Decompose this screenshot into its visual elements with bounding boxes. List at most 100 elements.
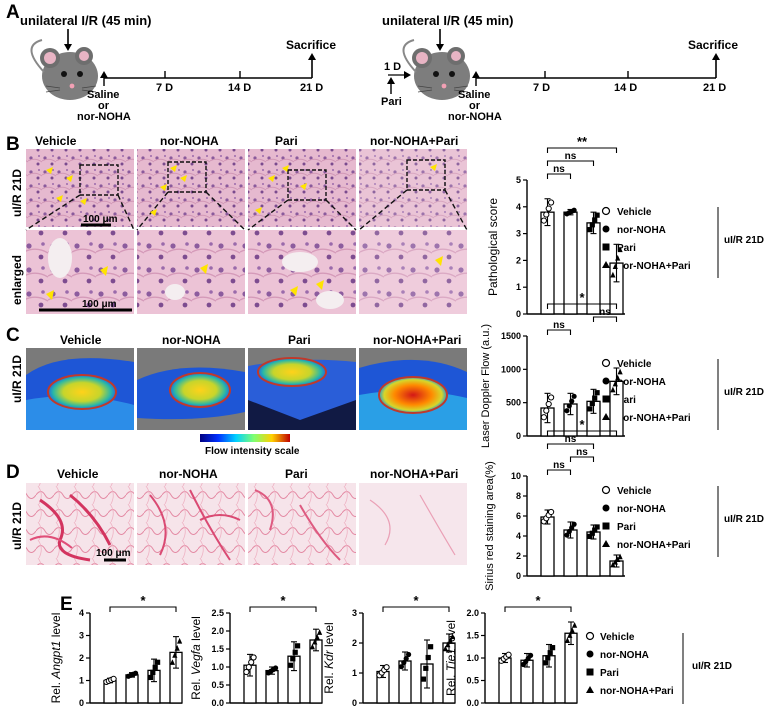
- y-tick-label: 500: [506, 398, 521, 408]
- group-label-b-1: nor-NOHA: [160, 134, 219, 148]
- data-point: [147, 674, 153, 681]
- legend-e-group: uI/R 21D: [692, 661, 732, 672]
- group-label-c-0: Vehicle: [60, 333, 102, 347]
- data-point: [612, 263, 618, 270]
- treat-nornoha-right: nor-NOHA: [448, 111, 502, 123]
- sirius-images: 100 μm: [26, 483, 467, 565]
- legend-c-group: uI/R 21D: [724, 387, 764, 398]
- significance-label: ns: [553, 164, 565, 175]
- data-point: [150, 669, 156, 675]
- data-point: [594, 524, 600, 530]
- y-axis-label: Laser Doppler Flow (a.u.): [480, 324, 492, 448]
- data-point: [243, 668, 250, 676]
- sirius-image-combo: [359, 483, 467, 565]
- he-image-nornoha: [137, 149, 245, 227]
- bar-vehicle: [540, 211, 555, 315]
- significance-label: *: [413, 593, 419, 608]
- data-point: [564, 637, 570, 643]
- y-axis-label: Sirius red staining area(%): [484, 461, 496, 591]
- y-axis-label: Rel. Tie1 level: [444, 620, 458, 696]
- data-point: [287, 662, 293, 668]
- data-point: [398, 664, 404, 670]
- he-images: 100 μm 100 μm: [25, 149, 468, 314]
- y-tick-label: 2.0: [466, 608, 479, 618]
- chart-kdr-level: 0 1 2 3 Rel. Kdr level *: [322, 593, 456, 708]
- data-point: [545, 400, 552, 408]
- data-point: [571, 521, 577, 527]
- significance-bracket: [546, 329, 572, 335]
- data-point: [540, 217, 548, 224]
- bar-nor-noha: [125, 674, 139, 704]
- significance-label: *: [280, 593, 286, 608]
- data-point: [617, 368, 623, 375]
- group-label-d-1: nor-NOHA: [159, 467, 218, 481]
- group-label-d-3: nor-NOHA+Pari: [370, 467, 458, 481]
- legend-c-item-2: Pari: [617, 395, 636, 406]
- data-point: [442, 645, 448, 652]
- data-point: [550, 645, 556, 651]
- data-point: [314, 633, 320, 640]
- y-axis-label: Rel. Vegfa level: [189, 616, 203, 700]
- data-point: [273, 665, 279, 671]
- bar-nor-noha: [563, 211, 578, 315]
- panel-e-label: E: [60, 594, 73, 615]
- significance-bracket: [249, 606, 317, 612]
- data-point: [548, 199, 555, 206]
- y-tick-label: 2: [79, 653, 84, 663]
- y-tick-label: 3: [516, 229, 521, 239]
- pre-1d-label: 1 D: [384, 61, 401, 73]
- data-point: [309, 643, 315, 650]
- group-label-d-0: Vehicle: [57, 467, 99, 481]
- legend-b-group: uI/R 21D: [724, 235, 764, 246]
- data-point: [610, 386, 616, 393]
- y-tick-label: 1.0: [466, 653, 479, 663]
- legend-c-item-3: nor-NOHA+Pari: [617, 413, 691, 424]
- legend-b-item-1: nor-NOHA: [617, 225, 666, 236]
- doppler-images: Flow intensity scale: [26, 348, 467, 457]
- he-image-pari: [248, 149, 356, 227]
- y-tick-label: 0: [352, 698, 357, 708]
- data-point: [540, 414, 548, 421]
- data-point: [545, 205, 552, 212]
- significance-label: *: [140, 593, 146, 608]
- data-point: [406, 651, 412, 658]
- y-tick-label: 0: [516, 431, 521, 441]
- data-point: [610, 271, 616, 278]
- data-point: [110, 675, 117, 682]
- data-point: [447, 637, 453, 644]
- y-tick-label: 2.0: [211, 626, 224, 636]
- y-tick-label: 8: [516, 491, 521, 501]
- sirius-image-vehicle: [26, 483, 134, 565]
- data-point: [290, 656, 296, 662]
- treat-saline-left: Saline: [87, 89, 119, 101]
- timeline-right: unilateral I/R (45 min) Sacrifice 7 D 14…: [381, 13, 738, 123]
- legend-e: Vehicle nor-NOHA Pari nor-NOHA+Pari uI/R…: [585, 631, 732, 704]
- y-tick-label: 1: [352, 668, 357, 678]
- tick-14d-left: 14 D: [228, 82, 251, 94]
- bar-vehicle: [540, 516, 555, 577]
- y-tick-label: 0: [79, 698, 84, 708]
- significance-label: *: [579, 290, 585, 305]
- y-tick-label: 4: [79, 608, 84, 618]
- treat-saline-right: Saline: [458, 89, 490, 101]
- data-point: [548, 394, 555, 401]
- data-point: [617, 553, 623, 560]
- sacrifice-label-left: Sacrifice: [286, 38, 336, 52]
- data-point: [174, 645, 180, 651]
- data-point: [383, 664, 390, 671]
- y-tick-label: 2: [516, 551, 521, 561]
- group-label-c-3: nor-NOHA+Pari: [373, 333, 461, 347]
- legend-e-item-0: Vehicle: [600, 632, 635, 643]
- legend-c-item-1: nor-NOHA: [617, 377, 666, 388]
- scalebar-b1: 100 μm: [83, 214, 118, 225]
- data-point: [569, 627, 575, 633]
- significance-bracket: [546, 430, 618, 436]
- data-point: [589, 400, 595, 407]
- data-point: [543, 407, 550, 414]
- data-point: [250, 654, 257, 661]
- legend-d-item-3: nor-NOHA+Pari: [617, 540, 691, 551]
- data-point: [177, 637, 183, 644]
- significance-bracket: [546, 443, 595, 449]
- significance-bracket: [546, 469, 572, 475]
- significance-label: ns: [565, 151, 577, 162]
